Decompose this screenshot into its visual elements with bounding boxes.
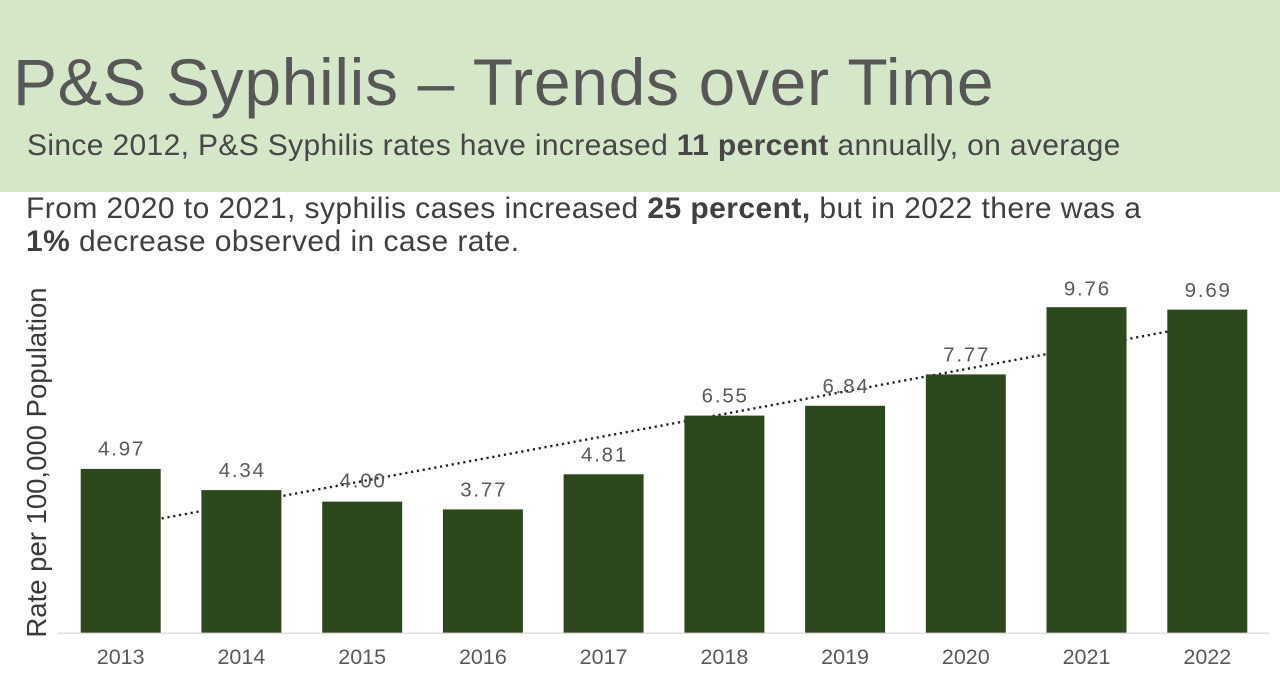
- svg-text:2022: 2022: [1183, 645, 1231, 669]
- svg-text:2018: 2018: [700, 645, 748, 669]
- svg-text:7.77: 7.77: [943, 343, 990, 366]
- svg-text:2021: 2021: [1063, 645, 1111, 669]
- svg-text:2016: 2016: [459, 645, 507, 669]
- svg-text:9.76: 9.76: [1064, 278, 1111, 301]
- svg-text:4.34: 4.34: [219, 459, 266, 482]
- svg-text:4.00: 4.00: [340, 470, 387, 493]
- svg-text:2017: 2017: [580, 645, 628, 669]
- svg-text:6.84: 6.84: [822, 375, 869, 398]
- svg-text:4.81: 4.81: [581, 443, 628, 466]
- svg-text:6.55: 6.55: [702, 385, 749, 408]
- svg-text:2019: 2019: [821, 645, 869, 669]
- svg-text:9.69: 9.69: [1185, 279, 1232, 302]
- svg-text:4.97: 4.97: [98, 438, 145, 461]
- svg-text:2013: 2013: [97, 645, 145, 669]
- svg-text:2015: 2015: [338, 645, 386, 669]
- svg-text:Rate per 100,000 Population: Rate per 100,000 Population: [21, 287, 52, 637]
- svg-text:2014: 2014: [217, 645, 265, 669]
- svg-text:2020: 2020: [942, 645, 990, 669]
- svg-text:3.77: 3.77: [460, 478, 507, 501]
